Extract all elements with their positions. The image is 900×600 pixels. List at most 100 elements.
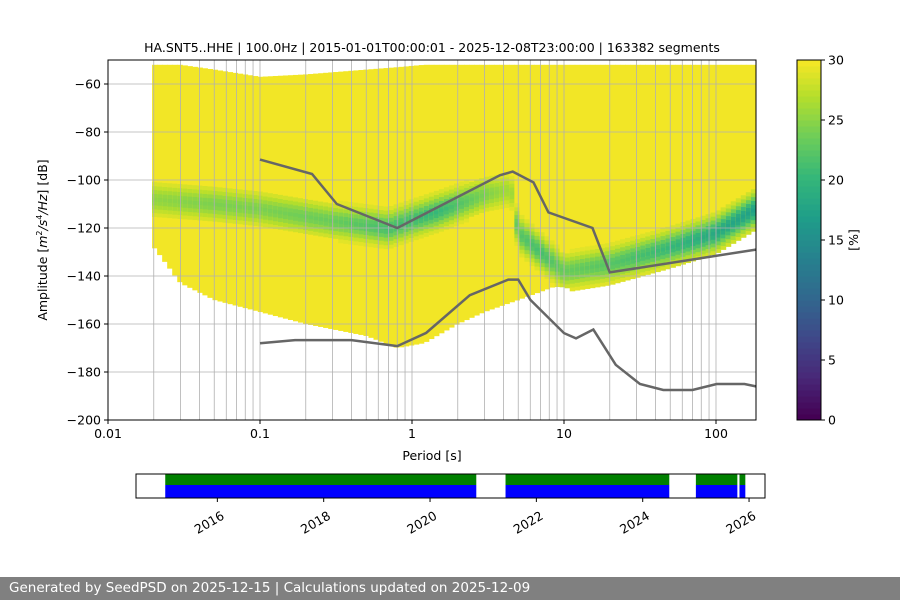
heatmap-cell — [725, 212, 732, 217]
heatmap-cell — [650, 246, 656, 251]
heatmap-cell — [338, 219, 344, 225]
colorbar-tick-label: 10 — [828, 293, 844, 308]
heatmap-cell — [544, 243, 551, 249]
heatmap-cell — [282, 207, 289, 212]
heatmap-cell — [448, 216, 455, 221]
heatmap-cell — [207, 213, 213, 218]
heatmap-cell — [157, 209, 163, 214]
heatmap-cell — [469, 197, 475, 202]
colorbar: 0 5 10 15 20 25 30 — [796, 53, 844, 428]
colorbar-segment — [797, 384, 821, 391]
heatmap-cell — [745, 207, 752, 212]
heatmap-column — [640, 64, 646, 260]
heatmap-cell — [277, 217, 284, 223]
heatmap-cell — [569, 260, 576, 265]
heatmap-cell — [735, 228, 742, 234]
heatmap-cell — [725, 235, 732, 240]
heatmap-cell — [564, 276, 571, 281]
heatmap-cell — [353, 241, 359, 246]
heatmap-column — [735, 64, 742, 239]
heatmap-column — [700, 64, 707, 245]
heatmap-cell — [680, 248, 686, 254]
heatmap-cell — [579, 251, 586, 256]
heatmap-cell — [599, 259, 606, 264]
heatmap-column — [750, 64, 757, 230]
heatmap-cell — [383, 241, 390, 246]
heatmap-cell — [192, 215, 198, 221]
heatmap-cell — [217, 218, 224, 223]
heatmap-column — [368, 69, 374, 338]
colorbar-segment — [797, 354, 821, 361]
heatmap-cell — [489, 175, 495, 180]
heatmap-cell — [615, 267, 621, 272]
heatmap-cell — [479, 189, 485, 194]
heatmap-cell — [630, 274, 636, 280]
heatmap-cell — [403, 223, 410, 229]
colorbar-tick-label: 30 — [828, 53, 844, 68]
colorbar-segment — [797, 372, 821, 379]
heatmap-cell — [403, 212, 410, 217]
heatmap-cell — [433, 229, 440, 234]
heatmap-cell — [489, 198, 495, 204]
heatmap-cell — [574, 282, 581, 287]
heatmap-cell — [428, 200, 435, 205]
heatmap-cell — [489, 191, 495, 196]
heatmap-cell — [418, 195, 425, 201]
heatmap-column — [630, 64, 636, 263]
heatmap-cell — [403, 208, 410, 213]
heatmap-cell — [227, 211, 234, 216]
heatmap-cell — [635, 250, 641, 255]
heatmap-cell — [735, 236, 742, 241]
heatmap-cell — [343, 212, 349, 218]
heatmap-cell — [474, 191, 480, 196]
coverage-tick-label: 2020 — [404, 508, 439, 537]
heatmap-cell — [358, 234, 364, 239]
heatmap-cell — [207, 201, 213, 206]
heatmap-cell — [735, 202, 742, 207]
heatmap-cell — [423, 221, 430, 226]
y-tick-label: −180 — [67, 365, 101, 380]
heatmap-cell — [514, 230, 520, 235]
heatmap-cell — [197, 208, 203, 213]
heatmap-cell — [212, 190, 218, 195]
colorbar-segment — [797, 300, 821, 307]
heatmap-column — [609, 64, 616, 271]
heatmap-cell — [750, 208, 757, 213]
heatmap-cell — [504, 180, 510, 185]
heatmap-column — [594, 64, 601, 275]
heatmap-cell — [192, 192, 198, 198]
heatmap-cell — [750, 189, 757, 194]
heatmap-cell — [418, 230, 425, 235]
heatmap-cell — [559, 260, 566, 265]
heatmap-cell — [222, 203, 229, 208]
heatmap-cell — [368, 223, 374, 228]
heatmap-cell — [448, 212, 455, 217]
heatmap-cell — [710, 247, 717, 252]
heatmap-cell — [187, 207, 193, 213]
heatmap-cell — [599, 282, 606, 287]
heatmap-cell — [549, 274, 556, 280]
heatmap-cell — [212, 217, 218, 222]
heatmap-cell — [423, 232, 430, 237]
heatmap-cell — [670, 225, 676, 230]
heatmap-column — [514, 64, 520, 301]
heatmap-cell — [323, 213, 329, 219]
heatmap-cell — [730, 228, 737, 233]
heatmap-cell — [232, 215, 239, 220]
heatmap-cell — [680, 260, 686, 265]
colorbar-segment — [797, 396, 821, 403]
heatmap-cell — [645, 240, 651, 245]
heatmap-cell — [313, 223, 319, 228]
heatmap-cell — [464, 210, 470, 215]
heatmap-cell — [594, 279, 601, 284]
heatmap-cell — [408, 233, 415, 238]
heatmap-cell — [609, 257, 616, 262]
heatmap-cell — [690, 218, 697, 224]
heatmap-cell — [262, 192, 269, 197]
heatmap-cell — [464, 218, 470, 223]
colorbar-segment — [797, 252, 821, 259]
heatmap-cell — [750, 223, 757, 228]
heatmap-cell — [589, 253, 596, 258]
heatmap-cell — [710, 212, 717, 217]
heatmap-cell — [489, 206, 495, 211]
